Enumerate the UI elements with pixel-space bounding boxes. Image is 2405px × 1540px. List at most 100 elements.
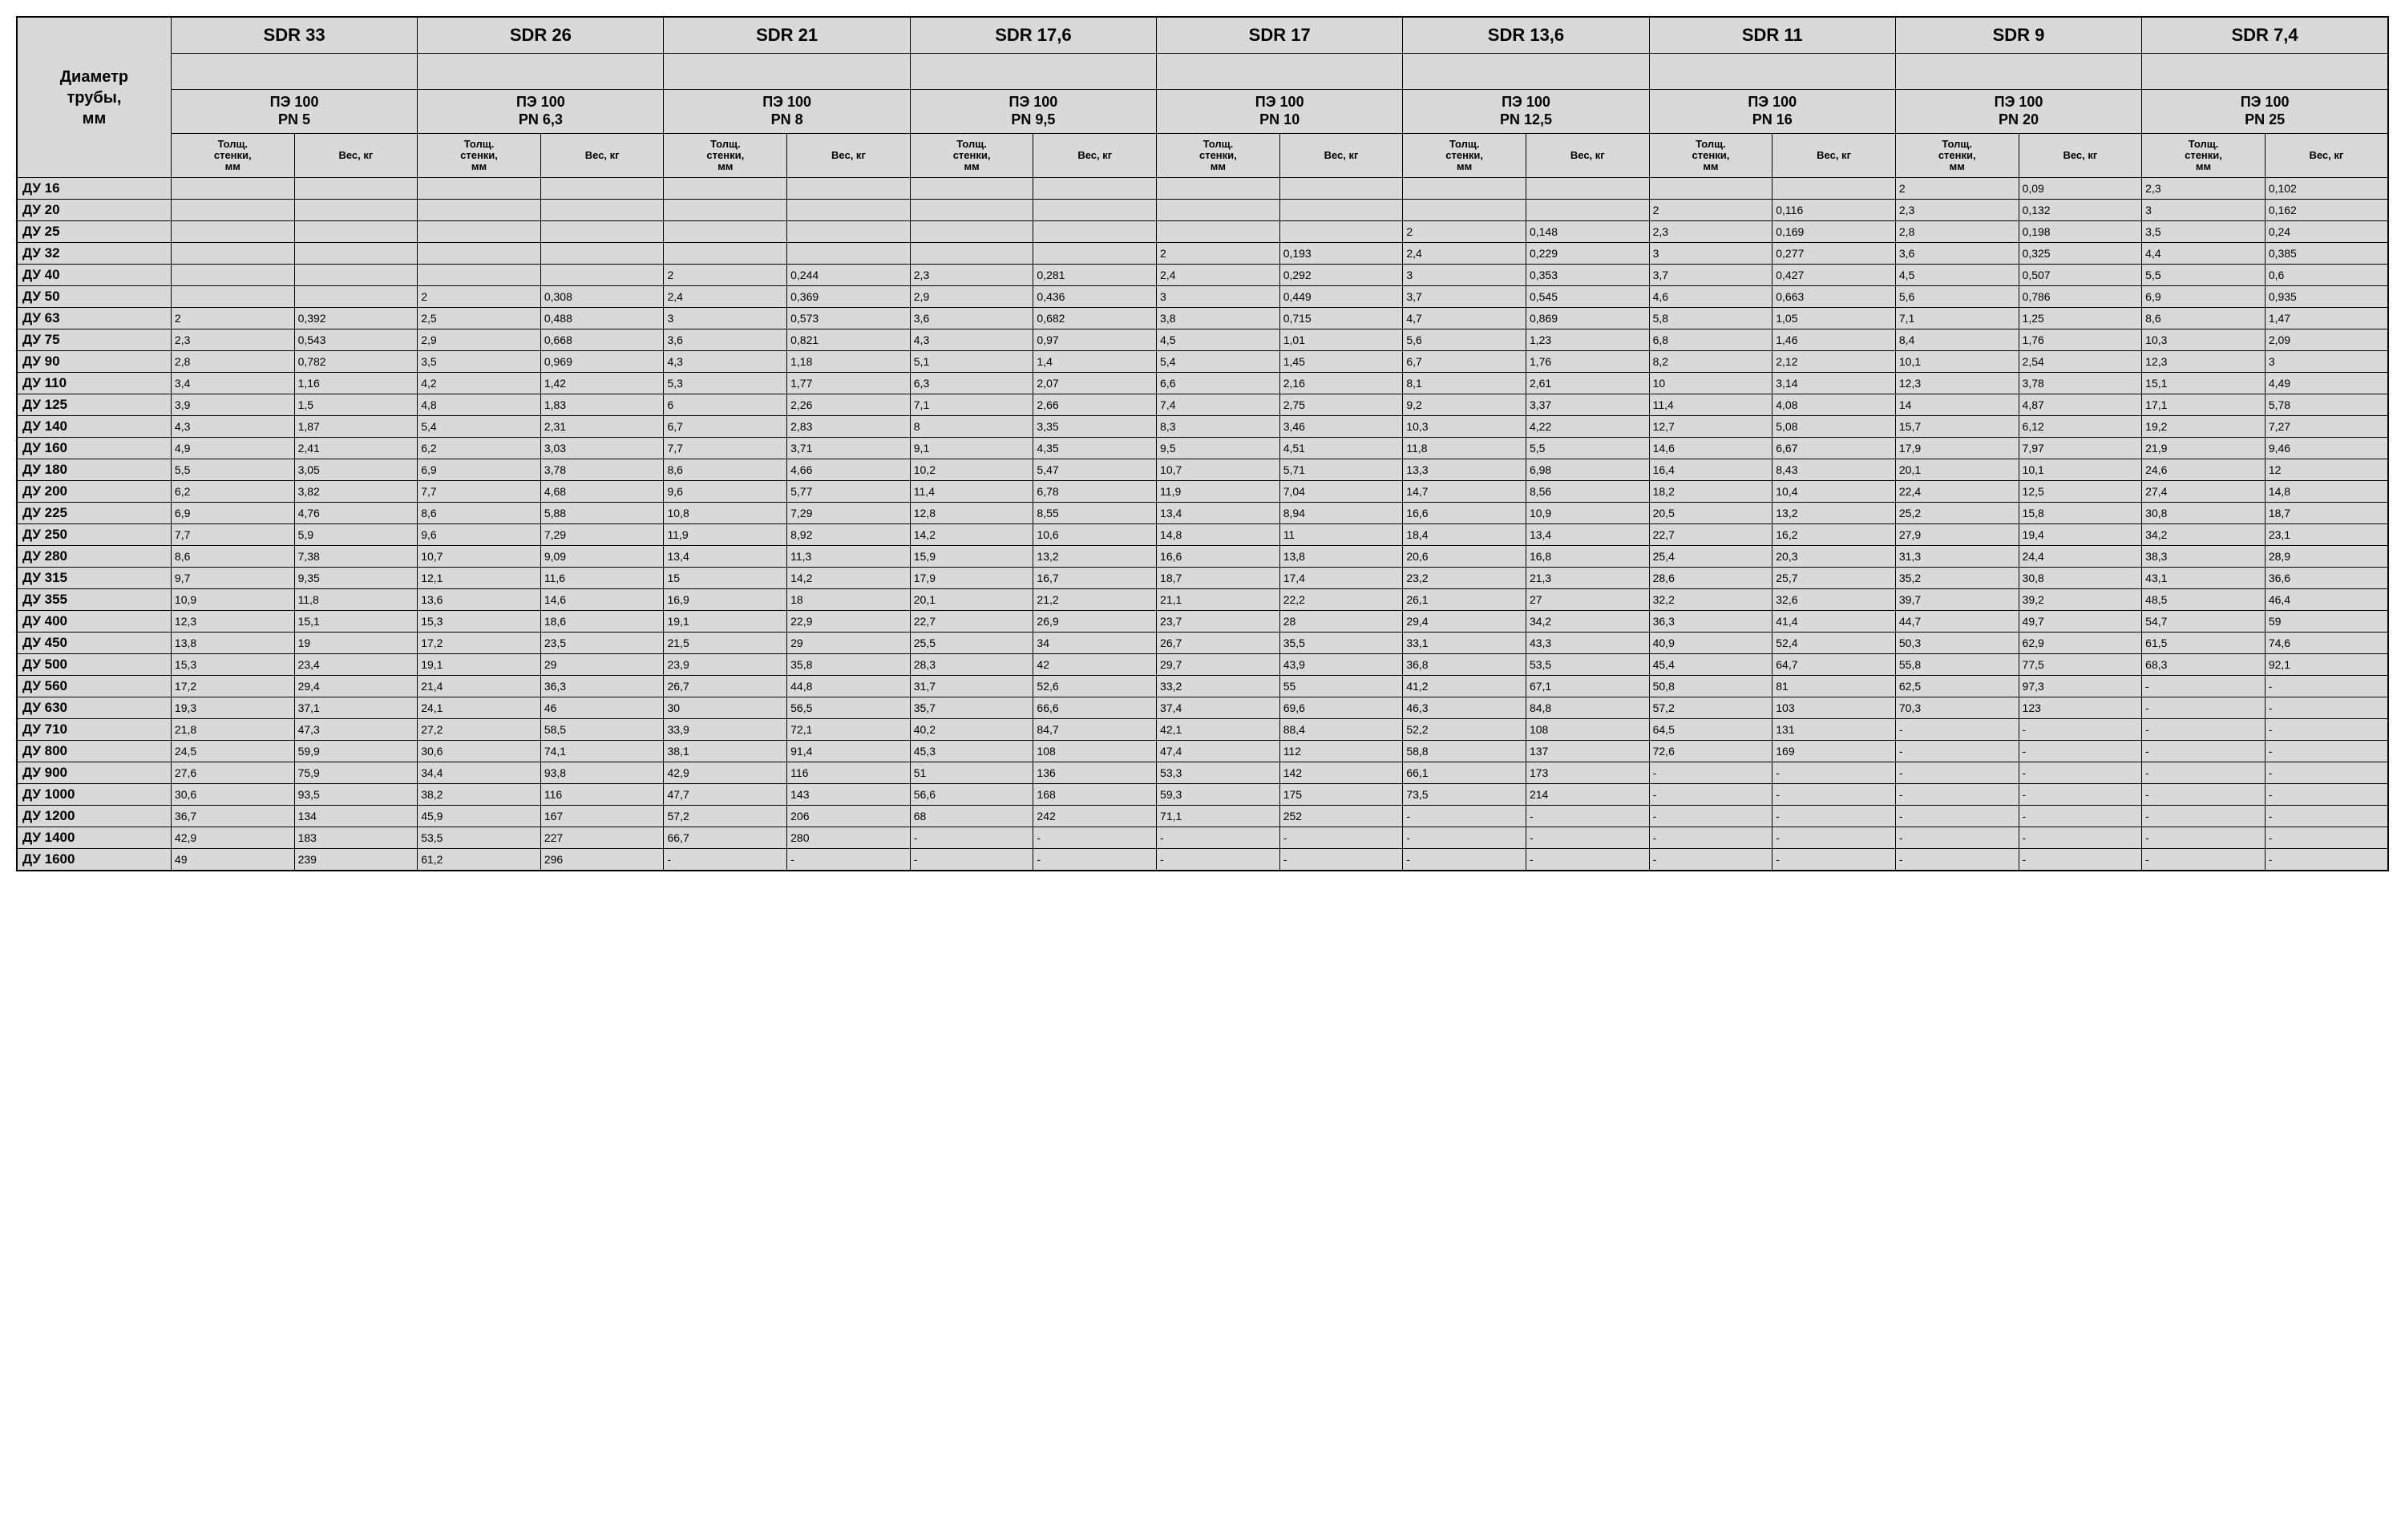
data-cell: 296 bbox=[540, 849, 664, 871]
data-cell: 13,4 bbox=[664, 546, 787, 568]
data-cell: 11 bbox=[1279, 524, 1403, 546]
data-cell: 1,45 bbox=[1279, 351, 1403, 373]
data-cell: 43,3 bbox=[1526, 633, 1649, 654]
data-cell: 116 bbox=[787, 762, 911, 784]
data-cell: 58,5 bbox=[540, 719, 664, 741]
data-cell: 2,75 bbox=[1279, 394, 1403, 416]
data-cell: 6,2 bbox=[171, 481, 294, 503]
data-cell bbox=[294, 221, 418, 243]
data-cell bbox=[787, 221, 911, 243]
data-cell bbox=[418, 221, 541, 243]
data-cell: 9,2 bbox=[1403, 394, 1526, 416]
data-cell: 46,4 bbox=[2265, 589, 2388, 611]
data-cell: 4,9 bbox=[171, 438, 294, 459]
data-cell: 23,1 bbox=[2265, 524, 2388, 546]
data-cell bbox=[910, 221, 1033, 243]
data-cell: 5,78 bbox=[2265, 394, 2388, 416]
data-cell: 4,35 bbox=[1033, 438, 1157, 459]
row-label: ДУ 25 bbox=[17, 221, 171, 243]
data-cell: 134 bbox=[294, 806, 418, 827]
data-cell: 18,2 bbox=[1649, 481, 1772, 503]
data-cell: - bbox=[1772, 784, 1896, 806]
data-cell: 142 bbox=[1279, 762, 1403, 784]
data-cell bbox=[418, 243, 541, 265]
data-cell: - bbox=[2142, 741, 2266, 762]
data-cell: 27,9 bbox=[1895, 524, 2019, 546]
data-cell: 3,78 bbox=[2019, 373, 2142, 394]
data-cell: 14,8 bbox=[1157, 524, 1280, 546]
data-cell: 12,3 bbox=[2142, 351, 2266, 373]
data-cell: 7,38 bbox=[294, 546, 418, 568]
data-cell: - bbox=[1279, 849, 1403, 871]
sdr-header: SDR 11 bbox=[1649, 17, 1895, 54]
data-cell: 13,2 bbox=[1772, 503, 1896, 524]
data-cell: 1,23 bbox=[1526, 329, 1649, 351]
data-cell: 2 bbox=[664, 265, 787, 286]
table-body: ДУ 1620,092,30,102ДУ 2020,1162,30,13230,… bbox=[17, 178, 2388, 871]
row-label: ДУ 125 bbox=[17, 394, 171, 416]
data-cell: 4,87 bbox=[2019, 394, 2142, 416]
data-cell: 2,3 bbox=[910, 265, 1033, 286]
table-row: ДУ 1805,53,056,93,788,64,6610,25,4710,75… bbox=[17, 459, 2388, 481]
data-cell: - bbox=[2265, 784, 2388, 806]
data-cell: - bbox=[1157, 849, 1280, 871]
data-cell: - bbox=[1033, 849, 1157, 871]
data-cell: 23,7 bbox=[1157, 611, 1280, 633]
data-cell: 10,1 bbox=[2019, 459, 2142, 481]
data-cell: 0,162 bbox=[2265, 200, 2388, 221]
data-cell: 18,7 bbox=[1157, 568, 1280, 589]
weight-header: Вес, кг bbox=[1279, 134, 1403, 178]
data-cell: 24,5 bbox=[171, 741, 294, 762]
data-cell: 97,3 bbox=[2019, 676, 2142, 697]
data-cell: 14,7 bbox=[1403, 481, 1526, 503]
data-cell bbox=[171, 200, 294, 221]
weight-header: Вес, кг bbox=[1526, 134, 1649, 178]
empty-header-cell bbox=[1895, 54, 2141, 90]
data-cell: 2,4 bbox=[1157, 265, 1280, 286]
data-cell: 47,7 bbox=[664, 784, 787, 806]
data-cell: 2,07 bbox=[1033, 373, 1157, 394]
row-label: ДУ 900 bbox=[17, 762, 171, 784]
data-cell: 93,5 bbox=[294, 784, 418, 806]
data-cell: 41,2 bbox=[1403, 676, 1526, 697]
data-cell bbox=[171, 178, 294, 200]
data-cell bbox=[1403, 178, 1526, 200]
data-cell bbox=[171, 265, 294, 286]
data-cell: 4,6 bbox=[1649, 286, 1772, 308]
data-cell: 23,4 bbox=[294, 654, 418, 676]
data-cell: 26,7 bbox=[664, 676, 787, 697]
data-cell: 11,6 bbox=[540, 568, 664, 589]
row-label: ДУ 315 bbox=[17, 568, 171, 589]
row-label: ДУ 63 bbox=[17, 308, 171, 329]
data-cell: 19,1 bbox=[418, 654, 541, 676]
data-cell bbox=[1279, 178, 1403, 200]
table-row: ДУ 4020,2442,30,2812,40,29230,3533,70,42… bbox=[17, 265, 2388, 286]
data-cell: 45,9 bbox=[418, 806, 541, 827]
data-cell: 1,87 bbox=[294, 416, 418, 438]
data-cell: 1,77 bbox=[787, 373, 911, 394]
table-row: ДУ 71021,847,327,258,533,972,140,284,742… bbox=[17, 719, 2388, 741]
data-cell: 25,7 bbox=[1772, 568, 1896, 589]
data-cell: 27,6 bbox=[171, 762, 294, 784]
data-cell: 61,2 bbox=[418, 849, 541, 871]
data-cell: - bbox=[2142, 806, 2266, 827]
weight-header: Вес, кг bbox=[540, 134, 664, 178]
data-cell: 10 bbox=[1649, 373, 1772, 394]
row-label: ДУ 16 bbox=[17, 178, 171, 200]
table-row: ДУ 1604,92,416,23,037,73,719,14,359,54,5… bbox=[17, 438, 2388, 459]
row-label: ДУ 250 bbox=[17, 524, 171, 546]
data-cell: 108 bbox=[1526, 719, 1649, 741]
data-cell: 93,8 bbox=[540, 762, 664, 784]
data-cell: 3,71 bbox=[787, 438, 911, 459]
data-cell: 42,1 bbox=[1157, 719, 1280, 741]
data-cell: 42,9 bbox=[664, 762, 787, 784]
data-cell: 66,7 bbox=[664, 827, 787, 849]
data-cell bbox=[1157, 200, 1280, 221]
data-cell: 2,3 bbox=[1649, 221, 1772, 243]
data-cell: - bbox=[1895, 806, 2019, 827]
data-cell: 3,46 bbox=[1279, 416, 1403, 438]
data-cell: 5,88 bbox=[540, 503, 664, 524]
data-cell: 239 bbox=[294, 849, 418, 871]
data-cell: 45,4 bbox=[1649, 654, 1772, 676]
data-cell: 11,4 bbox=[1649, 394, 1772, 416]
